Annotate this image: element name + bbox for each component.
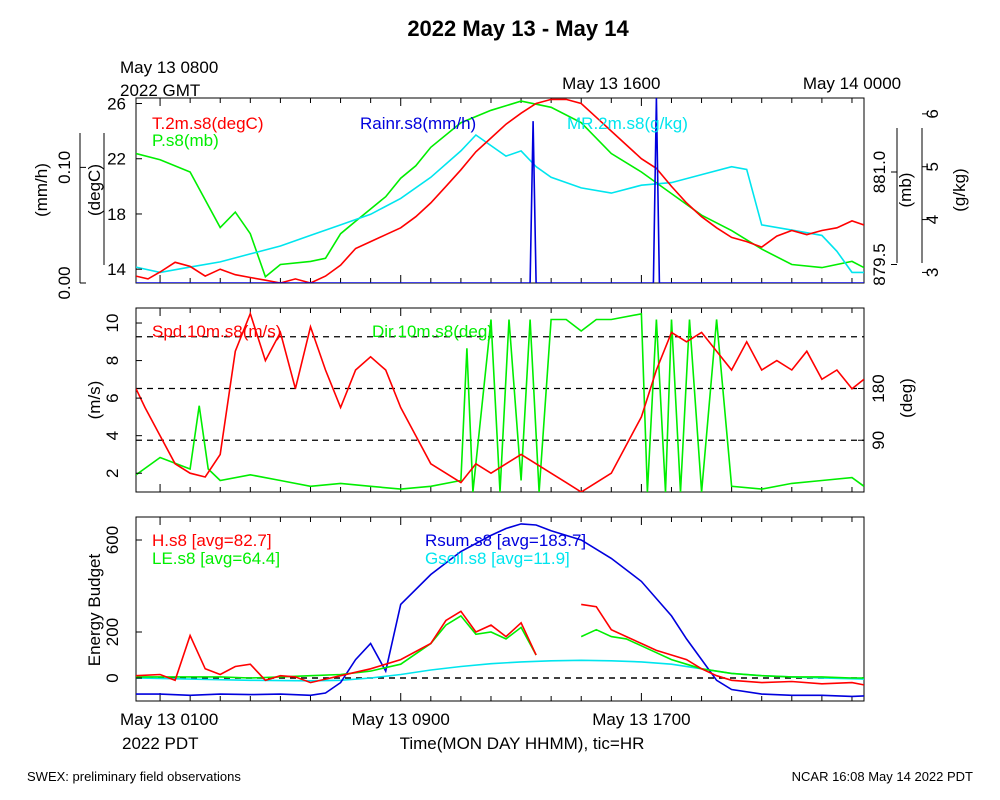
x-axis-label: Time(MON DAY HHMM), tic=HR (400, 734, 645, 753)
ms-axis-label: (m/s) (85, 381, 104, 420)
ms-tick-label: 6 (103, 393, 122, 402)
panel-plot-area (136, 523, 864, 698)
series-label-latent-heat: LE.s8 [avg=64.4] (152, 549, 280, 568)
gkg-tick-label: 4 (923, 215, 942, 224)
series-label-rain-rate: Rainr.s8(mm/h) (360, 114, 476, 133)
series-label-wind-speed: Spd.10m.s8(m/s) (152, 322, 281, 341)
series-label-mixing-ratio: MR.2m.s8(g/kg) (567, 114, 688, 133)
top-axis-label: May 14 0000 (803, 74, 901, 93)
ms-tick-label: 2 (103, 468, 122, 477)
degc-tick-label: 14 (107, 260, 126, 279)
energy-axis-label: Energy Budget (85, 553, 104, 666)
mb-tick-label: 879.5 (870, 243, 889, 286)
gkg-tick-label: 6 (923, 109, 942, 118)
wind-direction-line (136, 312, 864, 492)
deg-tick-label: 180 (869, 374, 888, 402)
degc-tick-label: 22 (107, 150, 126, 169)
mmh-axis-label: (mm/h) (32, 163, 51, 217)
rain-rate-line (136, 98, 864, 283)
pressure-line (136, 100, 864, 279)
ms-tick-label: 4 (103, 431, 122, 440)
ms-tick-label: 10 (103, 314, 122, 333)
series-label-temperature: T.2m.s8(degC) (152, 114, 263, 133)
temperature-line (136, 98, 864, 283)
panel-plot-area (136, 98, 864, 283)
deg-tick-label: 90 (869, 431, 888, 450)
net-radiation-line (136, 523, 864, 698)
series-label-ground-heat: Gsoil.s8 [avg=11.9] (425, 549, 570, 568)
bottom-axis-label: May 13 0100 (120, 710, 218, 729)
energy-tick-label: 0 (103, 673, 122, 682)
bottom-axis-timezone: 2022 PDT (122, 734, 199, 753)
degc-tick-label: 26 (107, 95, 126, 114)
mmh-tick-label: 0.00 (55, 266, 74, 299)
bottom-axis-label: May 13 1700 (592, 710, 690, 729)
top-axis-label: May 13 1600 (562, 74, 660, 93)
sensible-heat-flux-line (136, 603, 864, 686)
chart-title: 2022 May 13 - May 14 (407, 16, 629, 41)
top-axis-start-year: 2022 GMT (120, 81, 200, 100)
series-label-pressure: P.s8(mb) (152, 131, 219, 150)
footer-left-note: SWEX: preliminary field observations (27, 769, 241, 784)
mb-tick-label: 881.0 (870, 151, 889, 194)
gkg-axis-label: (g/kg) (950, 168, 969, 211)
gkg-tick-label: 5 (923, 162, 942, 171)
panel-energy-frame (135, 516, 865, 702)
wind-speed-line (136, 311, 864, 492)
ms-tick-label: 8 (103, 356, 122, 365)
series-label-net-radiation: Rsum.s8 [avg=183.7] (425, 531, 586, 550)
latent-heat-flux-line (136, 614, 864, 679)
panel-plot-area (136, 311, 864, 492)
deg-axis-label: (deg) (897, 378, 916, 418)
mixing-ratio-line (136, 133, 864, 274)
energy-tick-label: 200 (103, 618, 122, 646)
mb-axis-label: (mb) (896, 173, 915, 208)
top-axis-start-date: May 13 0800 (120, 58, 218, 77)
gkg-tick-label: 3 (923, 268, 942, 277)
series-label-wind-direction: Dir.10m.s8(deg) (372, 322, 493, 341)
series-label-sensible-heat: H.s8 [avg=82.7] (152, 531, 272, 550)
footer-right-note: NCAR 16:08 May 14 2022 PDT (792, 769, 973, 784)
degc-axis-label: (degC) (85, 164, 104, 216)
degc-tick-label: 18 (107, 205, 126, 224)
mmh-tick-label: 0.10 (55, 151, 74, 184)
bottom-axis-label: May 13 0900 (352, 710, 450, 729)
energy-tick-label: 600 (103, 526, 122, 554)
